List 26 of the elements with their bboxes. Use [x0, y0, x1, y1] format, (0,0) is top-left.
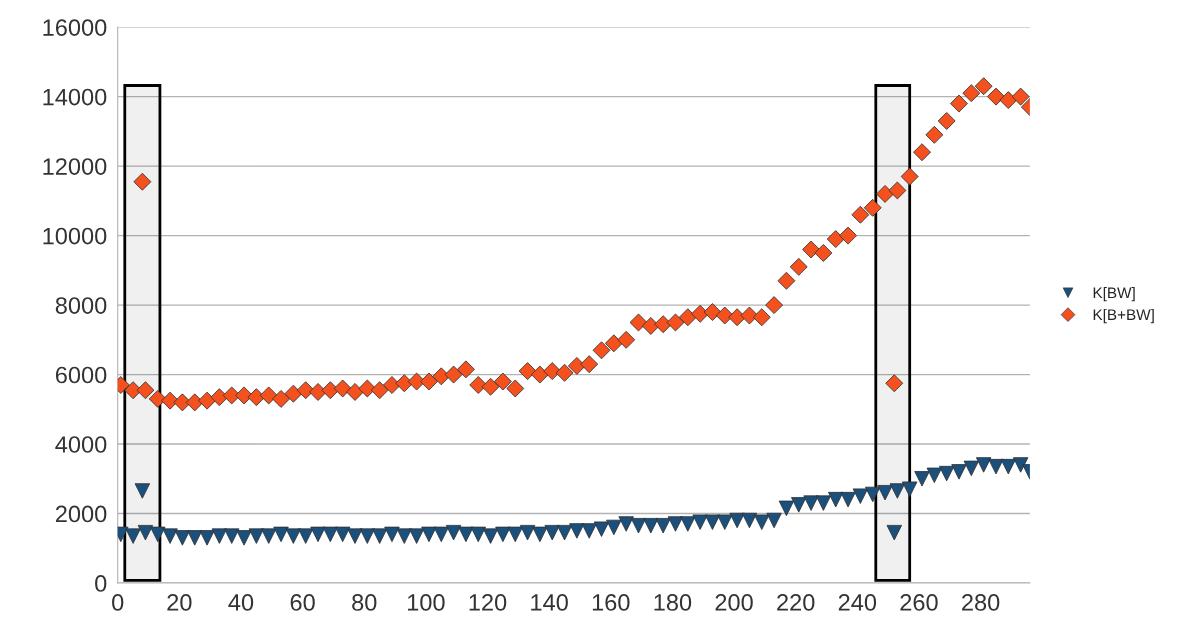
y-tick-label: 10000: [43, 227, 107, 245]
legend-label: K[BW]: [1093, 287, 1135, 302]
x-tick-label: 120: [469, 594, 507, 611]
y-tick-label: 16000: [43, 19, 107, 36]
y-tick-label: 14000: [43, 88, 107, 106]
y-tick-label: 12000: [43, 158, 107, 175]
x-tick-label: 140: [531, 594, 568, 611]
x-tick-label: 220: [777, 594, 815, 611]
x-tick-label: 160: [592, 594, 630, 611]
x-tick-label: 280: [962, 594, 1000, 611]
x-tick-label: 40: [228, 594, 254, 611]
x-tick-label: 100: [407, 594, 445, 611]
y-tick-label: 8000: [55, 297, 107, 314]
x-tick-label: 260: [900, 594, 938, 611]
y-tick-label: 0: [95, 575, 107, 592]
x-tick-label: 80: [352, 594, 377, 611]
x-tick-label: 20: [167, 594, 192, 611]
y-tick-label: 2000: [55, 505, 107, 523]
x-tick-label: 0: [112, 594, 124, 611]
x-tick-label: 60: [290, 594, 315, 611]
y-tick-label: 6000: [55, 366, 107, 384]
x-tick-label: 200: [715, 594, 753, 611]
x-tick-label: 240: [838, 594, 877, 611]
x-tick-label: 180: [654, 594, 692, 611]
y-tick-label: 4000: [55, 436, 107, 453]
legend-label: K[B+BW]: [1093, 308, 1154, 324]
